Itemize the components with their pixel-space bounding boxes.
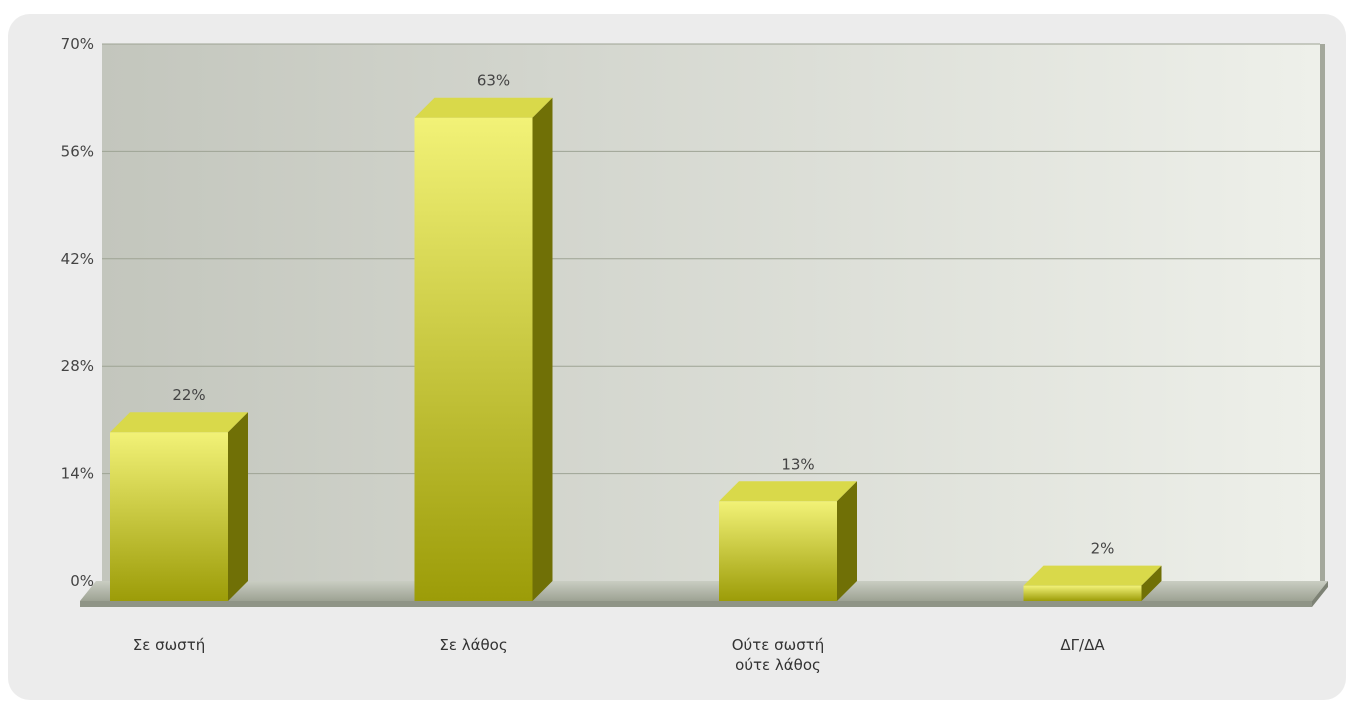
chart-floor-side — [1312, 581, 1328, 607]
bar-chart: 0% 14% 28% 42% 56% 70% 22% Σε σωστή 63% Σε λάθος… — [61, 35, 1328, 674]
y-tick-label: 70% — [61, 35, 94, 53]
x-tick-label: ΔΓ/ΔΑ — [1060, 636, 1105, 654]
y-tick-label: 0% — [70, 572, 94, 590]
x-tick-label: Ούτε σωστή ούτε λάθος — [732, 636, 825, 674]
bar-top — [414, 97, 553, 118]
bar-side — [532, 97, 553, 601]
data-label: 22% — [172, 386, 205, 404]
bar-top — [110, 412, 248, 433]
bar-side — [1141, 565, 1162, 601]
data-label: 63% — [477, 72, 510, 90]
chart-card: 0% 14% 28% 42% 56% 70% 22% Σε σωστή 63% Σε λάθος… — [8, 14, 1346, 700]
x-tick-label: Σε λάθος — [439, 636, 507, 654]
y-tick-label: 42% — [61, 250, 94, 268]
bar-side — [228, 412, 248, 601]
data-label: 2% — [1091, 540, 1115, 558]
bar-side — [837, 481, 857, 601]
plot-right-wall — [1320, 44, 1325, 581]
bar — [414, 117, 533, 601]
bar — [110, 432, 228, 601]
chart-floor — [80, 581, 1328, 601]
y-tick-label: 56% — [61, 142, 94, 160]
chart-floor-edge — [80, 601, 1312, 607]
x-tick-label: Σε σωστή — [133, 636, 205, 654]
bar-top — [719, 481, 857, 502]
plot-area — [102, 44, 1320, 581]
y-tick-label: 14% — [61, 465, 94, 483]
bar — [719, 501, 837, 601]
bar-top — [1023, 565, 1162, 586]
data-label: 13% — [781, 455, 814, 473]
bar — [1023, 585, 1142, 601]
y-tick-label: 28% — [61, 357, 94, 375]
